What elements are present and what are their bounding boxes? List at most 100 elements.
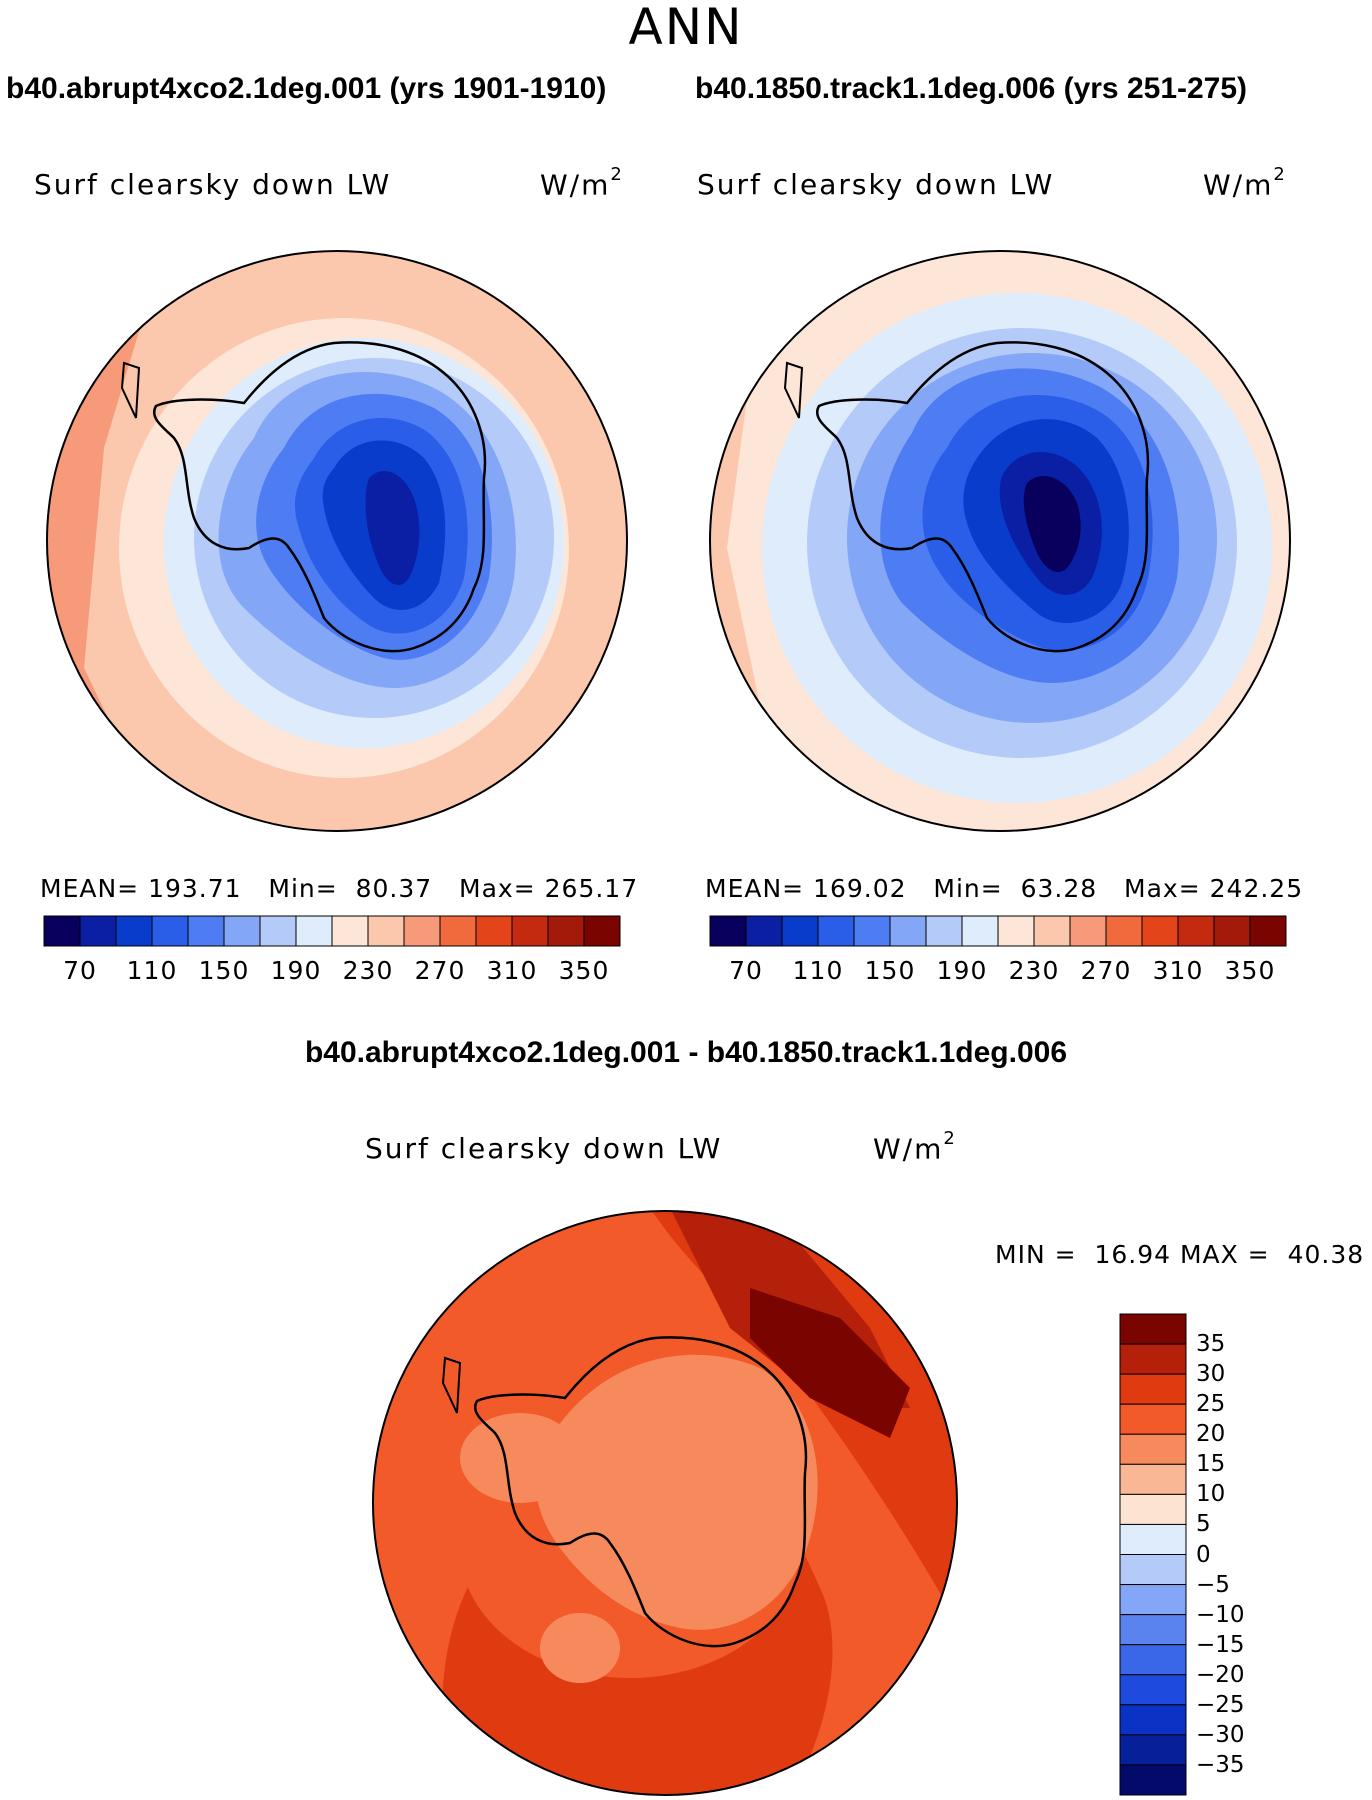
colorbar-swatch: [1213, 915, 1251, 947]
map-fill-70: [1023, 475, 1081, 572]
colorbar-tick-label: 350: [1224, 956, 1276, 985]
colorbar-swatch: [925, 915, 963, 947]
colorbar-swatch: [997, 915, 1035, 947]
colorbar-swatch: [1119, 1764, 1187, 1796]
diff-title: b40.abrupt4xco2.1deg.001 - b40.1850.trac…: [304, 1036, 1068, 1069]
colorbar-tick-label: 190: [936, 956, 988, 985]
map-fill-15-b: [460, 1413, 580, 1503]
colorbar-swatch: [367, 915, 405, 947]
colorbar-swatch: [1033, 915, 1071, 947]
panel1-field-label: Surf clearsky down LW: [34, 168, 392, 201]
panel2-units: W/m2: [1203, 164, 1287, 202]
panel2-case-title: b40.1850.track1.1deg.006 (yrs 251-275): [695, 72, 1248, 105]
colorbar-tick-label: 150: [198, 956, 250, 985]
colorbar-swatch: [1119, 1584, 1187, 1616]
peninsula-outline: [441, 1356, 462, 1414]
colorbar-swatch: [1119, 1704, 1187, 1736]
colorbar-swatch: [475, 915, 513, 947]
colorbar-swatch: [889, 915, 927, 947]
colorbar-tick-label: 70: [729, 956, 763, 985]
colorbar-swatch: [79, 915, 117, 947]
diff-minmax: MIN = 16.94 MAX = 40.38: [995, 1240, 1365, 1269]
colorbar-swatch: [1119, 1493, 1187, 1525]
coastline: [474, 1336, 808, 1648]
colorbar-swatch: [1119, 1523, 1187, 1555]
colorbar-tick-label: 30: [1196, 1361, 1226, 1388]
colorbar-swatch: [187, 915, 225, 947]
panel1-stats: MEAN= 193.71 Min= 80.37 Max= 265.17: [40, 874, 639, 903]
panel2-stats: MEAN= 169.02 Min= 63.28 Max= 242.25: [705, 874, 1304, 903]
diff-colorbar-ticks: 35 30 25 20 15 10 5 0 −5 −10 −15 −20 −25 −30 −35: [1196, 1314, 1256, 1795]
colorbar-swatch: [745, 915, 783, 947]
panel2-colorbar-ticks: 70 110 150 190 230 270 310 350: [710, 956, 1286, 986]
figure-title: ANN: [628, 0, 744, 56]
colorbar-swatch: [439, 915, 477, 947]
coastline: [816, 341, 1150, 653]
diff-polar-map: [372, 1210, 958, 1796]
colorbar-tick-label: 230: [1008, 956, 1060, 985]
colorbar-swatch: [1249, 915, 1287, 947]
panel2-colorbar: [709, 915, 1287, 947]
colorbar-tick-label: 15: [1196, 1451, 1226, 1478]
colorbar-tick-label: 270: [1080, 956, 1132, 985]
colorbar-tick-label: 0: [1196, 1541, 1211, 1568]
colorbar-swatch: [1177, 915, 1215, 947]
colorbar-swatch: [1119, 1734, 1187, 1766]
colorbar-tick-label: 150: [864, 956, 916, 985]
colorbar-tick-label: −10: [1196, 1601, 1245, 1628]
map-boundary: [709, 250, 1291, 832]
panel2-field-label: Surf clearsky down LW: [697, 168, 1055, 201]
colorbar-tick-label: 10: [1196, 1481, 1226, 1508]
colorbar-swatch: [115, 915, 153, 947]
colorbar-tick-label: 110: [792, 956, 844, 985]
colorbar-swatch: [1069, 915, 1107, 947]
map-fill-35: [750, 1288, 910, 1438]
colorbar-swatch: [853, 915, 891, 947]
peninsula-outline: [120, 361, 141, 419]
colorbar-swatch: [1119, 1433, 1187, 1465]
colorbar-swatch: [1119, 1674, 1187, 1706]
colorbar-swatch: [781, 915, 819, 947]
colorbar-tick-label: 110: [126, 956, 178, 985]
colorbar-swatch: [817, 915, 855, 947]
panel1-colorbar-ticks: 70 110 150 190 230 270 310 350: [44, 956, 620, 986]
colorbar-tick-label: 310: [1152, 956, 1204, 985]
colorbar-swatch: [43, 915, 81, 947]
panel1-units: W/m2: [540, 164, 624, 202]
map-fill-15: [536, 1354, 818, 1630]
diff-field-label: Surf clearsky down LW: [365, 1132, 723, 1165]
colorbar-tick-label: −30: [1196, 1721, 1245, 1748]
colorbar-swatch: [583, 915, 621, 947]
colorbar-swatch: [259, 915, 297, 947]
panel1-colorbar: [43, 915, 621, 947]
colorbar-swatch: [223, 915, 261, 947]
colorbar-swatch: [331, 915, 369, 947]
colorbar-tick-label: 20: [1196, 1421, 1226, 1448]
colorbar-swatch: [1119, 1373, 1187, 1405]
colorbar-swatch: [1119, 1403, 1187, 1435]
map-fill-15-c: [540, 1613, 620, 1683]
colorbar-swatch: [295, 915, 333, 947]
colorbar-swatch: [1119, 1313, 1187, 1345]
diff-colorbar: [1119, 1313, 1187, 1796]
panel1-polar-map: [46, 250, 628, 832]
panel1-case-title: b40.abrupt4xco2.1deg.001 (yrs 1901-1910): [6, 72, 607, 105]
colorbar-tick-label: −20: [1196, 1661, 1245, 1688]
colorbar-swatch: [1119, 1463, 1187, 1495]
colorbar-swatch: [403, 915, 441, 947]
colorbar-tick-label: −25: [1196, 1691, 1245, 1718]
colorbar-tick-label: 350: [558, 956, 610, 985]
map-fill-90: [365, 470, 420, 586]
colorbar-tick-label: 190: [270, 956, 322, 985]
peninsula-outline: [783, 361, 804, 419]
colorbar-tick-label: 5: [1196, 1511, 1211, 1538]
colorbar-tick-label: 35: [1196, 1331, 1226, 1358]
colorbar-swatch: [1105, 915, 1143, 947]
colorbar-tick-label: 25: [1196, 1391, 1226, 1418]
colorbar-tick-label: −5: [1196, 1571, 1230, 1598]
colorbar-swatch: [1119, 1644, 1187, 1676]
colorbar-swatch: [1119, 1614, 1187, 1646]
colorbar-swatch: [511, 915, 549, 947]
colorbar-swatch: [1119, 1554, 1187, 1586]
colorbar-swatch: [1119, 1343, 1187, 1375]
